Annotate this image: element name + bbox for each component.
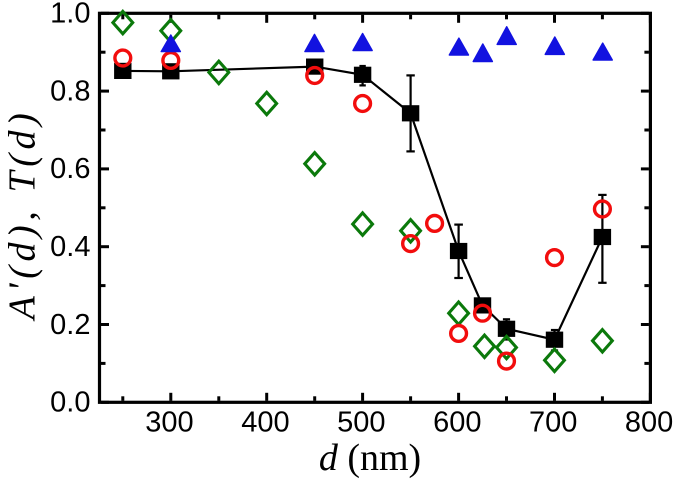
svg-text:700: 700 (529, 406, 577, 438)
svg-text:d (nm): d (nm) (319, 437, 421, 479)
svg-text:500: 500 (337, 406, 385, 438)
svg-text:0.2: 0.2 (50, 309, 90, 341)
svg-text:300: 300 (145, 406, 193, 438)
svg-text:A'(d), T(d): A'(d), T(d) (2, 109, 44, 323)
svg-text:0.4: 0.4 (50, 231, 90, 263)
svg-text:800: 800 (625, 406, 673, 438)
svg-text:400: 400 (241, 406, 289, 438)
svg-text:0.8: 0.8 (50, 75, 90, 107)
svg-text:0.6: 0.6 (50, 153, 90, 185)
svg-text:1.0: 1.0 (50, 0, 90, 30)
svg-text:600: 600 (433, 406, 481, 438)
svg-text:0.0: 0.0 (50, 387, 90, 419)
